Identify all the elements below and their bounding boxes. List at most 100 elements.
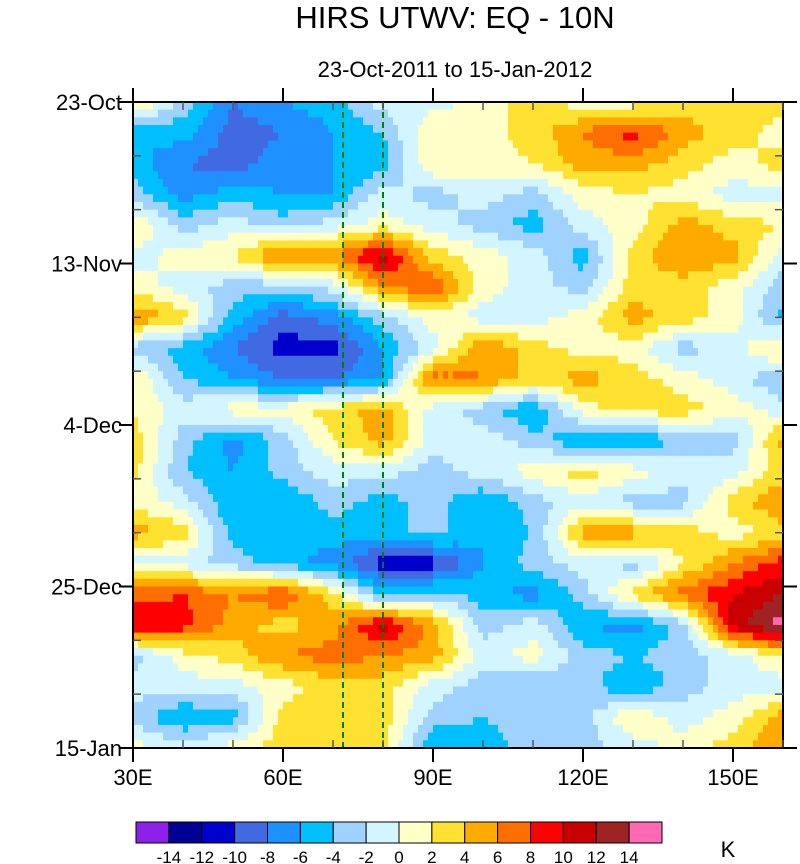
heatmap-cell (423, 317, 429, 326)
heatmap-cell (288, 363, 294, 372)
heatmap-cell (403, 209, 409, 218)
heatmap-cell (773, 348, 779, 357)
heatmap-cell (623, 163, 629, 172)
heatmap-cell (693, 132, 699, 142)
heatmap-cell (468, 209, 474, 218)
heatmap-cell (198, 363, 204, 372)
heatmap-cell (508, 286, 514, 295)
heatmap-cell (168, 201, 174, 211)
heatmap-cell (403, 125, 409, 134)
heatmap-cell (308, 148, 314, 157)
heatmap-cell (433, 248, 439, 257)
heatmap-cell (408, 271, 414, 280)
heatmap-cell (308, 340, 314, 349)
heatmap-cell (473, 117, 479, 126)
heatmap-cell (178, 332, 184, 342)
heatmap-cell (693, 340, 699, 349)
heatmap-cell (138, 332, 144, 342)
heatmap-cell (713, 271, 719, 280)
heatmap-cell (413, 132, 419, 142)
heatmap-cell (208, 294, 214, 303)
heatmap-cell (273, 386, 279, 395)
heatmap-cell (633, 278, 639, 288)
heatmap-cell (398, 109, 404, 118)
heatmap-cell (268, 109, 274, 118)
heatmap-cell (138, 140, 144, 149)
heatmap-cell (428, 232, 434, 242)
heatmap-cell (443, 271, 449, 280)
heatmap-cell (203, 309, 209, 318)
heatmap-cell (323, 140, 329, 149)
heatmap-cell (623, 201, 629, 211)
heatmap-cell (278, 271, 284, 280)
heatmap-cell (278, 140, 284, 149)
heatmap-cell (243, 363, 249, 372)
heatmap-cell (753, 178, 759, 188)
heatmap-cell (773, 263, 779, 272)
heatmap-cell (563, 240, 569, 249)
heatmap-cell (183, 248, 189, 257)
heatmap-cell (583, 263, 589, 272)
heatmap-cell (448, 125, 454, 134)
heatmap-cell (148, 355, 154, 365)
heatmap-cell (483, 294, 489, 303)
heatmap-cell (738, 217, 744, 226)
heatmap-cell (358, 201, 364, 211)
heatmap-cell (428, 271, 434, 280)
heatmap-cell (658, 225, 664, 234)
heatmap-cell (678, 109, 684, 118)
heatmap-cell (443, 232, 449, 242)
heatmap-cell (643, 125, 649, 134)
heatmap-cell (738, 378, 744, 388)
heatmap-cell (493, 263, 499, 272)
heatmap-cell (648, 178, 654, 188)
heatmap-cell (473, 209, 479, 218)
heatmap-cell (613, 117, 619, 126)
heatmap-cell (513, 163, 519, 172)
heatmap-cell (723, 348, 729, 357)
heatmap-cell (278, 278, 284, 288)
heatmap-cell (343, 325, 349, 334)
heatmap-cell (503, 263, 509, 272)
heatmap-cell (308, 125, 314, 134)
heatmap-cell (308, 109, 314, 118)
heatmap-cell (428, 201, 434, 211)
heatmap-cell (318, 294, 324, 303)
heatmap-cell (498, 232, 504, 242)
heatmap-cell (363, 163, 369, 172)
heatmap-cell (558, 171, 564, 180)
heatmap-cell (763, 309, 769, 318)
heatmap-cell (593, 117, 599, 126)
heatmap-cell (778, 348, 784, 357)
heatmap-cell (388, 355, 394, 365)
heatmap-cell (673, 355, 679, 365)
heatmap-cell (343, 248, 349, 257)
heatmap-cell (728, 117, 734, 126)
heatmap-cell (163, 386, 169, 395)
heatmap-cell (743, 363, 749, 372)
heatmap-cell (388, 209, 394, 218)
heatmap-cell (598, 255, 604, 265)
heatmap-cell (208, 255, 214, 265)
heatmap-cell (443, 340, 449, 349)
heatmap-cell (343, 163, 349, 172)
heatmap-cell (288, 255, 294, 265)
heatmap-cell (483, 271, 489, 280)
heatmap-cell (758, 178, 764, 188)
heatmap-cell (373, 209, 379, 218)
heatmap-cell (508, 332, 514, 342)
heatmap-cell (168, 117, 174, 126)
heatmap-cell (178, 378, 184, 388)
heatmap-cell (663, 232, 669, 242)
heatmap-cell (723, 255, 729, 265)
heatmap-cell (753, 301, 759, 311)
heatmap-cell (233, 248, 239, 257)
heatmap-cell (463, 248, 469, 257)
heatmap-cell (133, 340, 139, 349)
heatmap-cell (268, 217, 274, 226)
heatmap-cell (153, 186, 159, 195)
heatmap-cell (613, 194, 619, 203)
heatmap-cell (168, 355, 174, 365)
heatmap-cell (628, 240, 634, 249)
heatmap-cell (728, 301, 734, 311)
